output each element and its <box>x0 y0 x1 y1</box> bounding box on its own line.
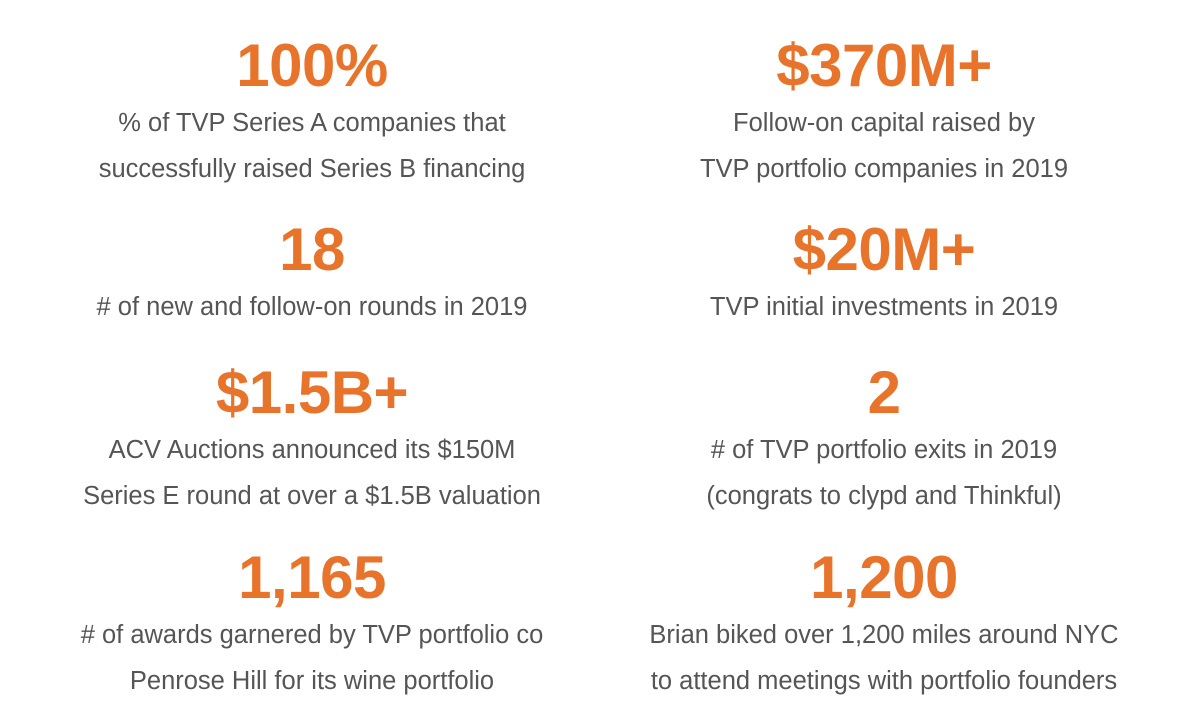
stat-wine-awards: 1,165 # of awards garnered by TVP portfo… <box>12 546 612 704</box>
stat-value: $370M+ <box>776 32 992 99</box>
stat-value: 18 <box>279 216 345 283</box>
stat-value: $1.5B+ <box>215 359 409 426</box>
stat-description-line: # of awards garnered by TVP portfolio co <box>80 621 544 649</box>
stat-description-line: Penrose Hill for its wine portfolio <box>129 667 495 695</box>
stat-description-line: # of TVP portfolio exits in 2019 <box>710 436 1058 464</box>
stat-miles-biked: 1,200 Brian biked over 1,200 miles aroun… <box>584 546 1184 704</box>
stat-series-b-rate: 100% % of TVP Series A companies that su… <box>12 34 612 192</box>
stat-value: 1,165 <box>238 544 386 611</box>
stat-description-line: to attend meetings with portfolio founde… <box>650 667 1118 695</box>
stat-value: 100% <box>236 32 388 99</box>
stat-portfolio-exits: 2 # of TVP portfolio exits in 2019 (cong… <box>584 361 1184 519</box>
stat-rounds-count: 18 # of new and follow-on rounds in 2019 <box>12 218 612 330</box>
stat-description-line: Brian biked over 1,200 miles around NYC <box>649 621 1119 649</box>
stat-initial-investments: $20M+ TVP initial investments in 2019 <box>584 218 1184 330</box>
stat-value: $20M+ <box>792 216 976 283</box>
stat-description-line: Series E round at over a $1.5B valuation <box>83 482 541 510</box>
stat-value: 1,200 <box>810 544 958 611</box>
stat-value: 2 <box>867 359 901 426</box>
stat-follow-on-capital: $370M+ Follow-on capital raised by TVP p… <box>584 34 1184 192</box>
stat-description-line: (congrats to clypd and Thinkful) <box>706 482 1062 510</box>
stat-description-line: ACV Auctions announced its $150M <box>108 436 516 464</box>
stat-acv-valuation: $1.5B+ ACV Auctions announced its $150M … <box>12 361 612 519</box>
stat-description-line: successfully raised Series B financing <box>98 155 526 183</box>
stat-description-line: TVP initial investments in 2019 <box>709 293 1059 321</box>
stat-description-line: # of new and follow-on rounds in 2019 <box>96 293 528 321</box>
stat-description-line: % of TVP Series A companies that <box>118 109 506 137</box>
stat-description-line: Follow-on capital raised by <box>733 109 1035 137</box>
stat-description-line: TVP portfolio companies in 2019 <box>699 155 1069 183</box>
